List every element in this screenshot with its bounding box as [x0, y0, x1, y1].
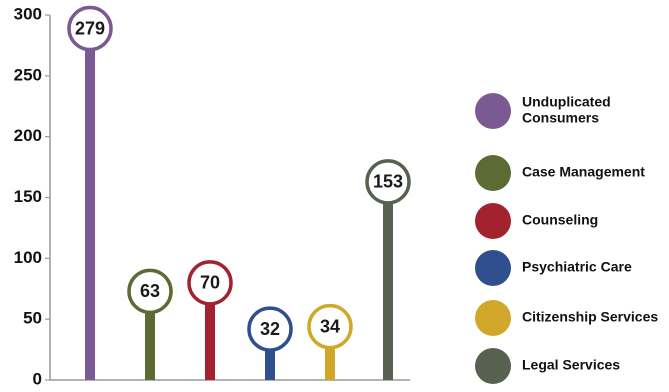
data-label: 34: [320, 316, 340, 336]
bar-stem: [145, 310, 155, 380]
bar-stem: [265, 348, 275, 380]
y-tick-label: 250: [14, 65, 42, 84]
data-label: 279: [75, 18, 105, 38]
y-tick-label: 0: [33, 369, 42, 387]
legend-label: Case Management: [522, 164, 645, 180]
data-label: 70: [200, 273, 220, 293]
legend-label: Counseling: [522, 212, 598, 228]
bar-stem: [205, 301, 215, 380]
bar-bubble: [365, 159, 411, 205]
y-axis: 0 50 100 150 200 250 300: [14, 4, 410, 388]
legend-swatch: [475, 93, 511, 129]
legend-swatch: [475, 155, 511, 191]
legend-label: Citizenship Services: [522, 309, 658, 325]
bar-bubble: [247, 306, 293, 352]
bar-bubble: [127, 268, 173, 315]
y-tick-label: 200: [14, 126, 42, 145]
bar-bubble: [67, 5, 113, 52]
bar-stem: [325, 345, 335, 380]
legend-label: Unduplicated: [522, 94, 611, 110]
bars-group: 279 63 70 32 34 153: [67, 5, 411, 381]
data-label: 63: [140, 281, 160, 301]
legend-swatch: [475, 348, 511, 384]
legend-swatch: [475, 203, 511, 239]
y-tick-label: 150: [14, 187, 42, 206]
bar-stem: [383, 200, 393, 380]
bar-stem: [85, 47, 95, 381]
bar-bubble: [307, 303, 353, 350]
legend-label: Consumers: [522, 110, 599, 126]
y-tick-label: 50: [23, 309, 42, 328]
legend-label: Psychiatric Care: [522, 259, 632, 275]
bar-bubble: [187, 260, 233, 306]
legend-label: Legal Services: [522, 357, 620, 373]
y-tick-label: 100: [14, 248, 42, 267]
legend-swatch: [475, 250, 511, 286]
data-label: 153: [373, 172, 403, 192]
data-label: 32: [260, 319, 280, 339]
legend-swatch: [475, 300, 511, 336]
y-tick-label: 300: [14, 4, 42, 23]
